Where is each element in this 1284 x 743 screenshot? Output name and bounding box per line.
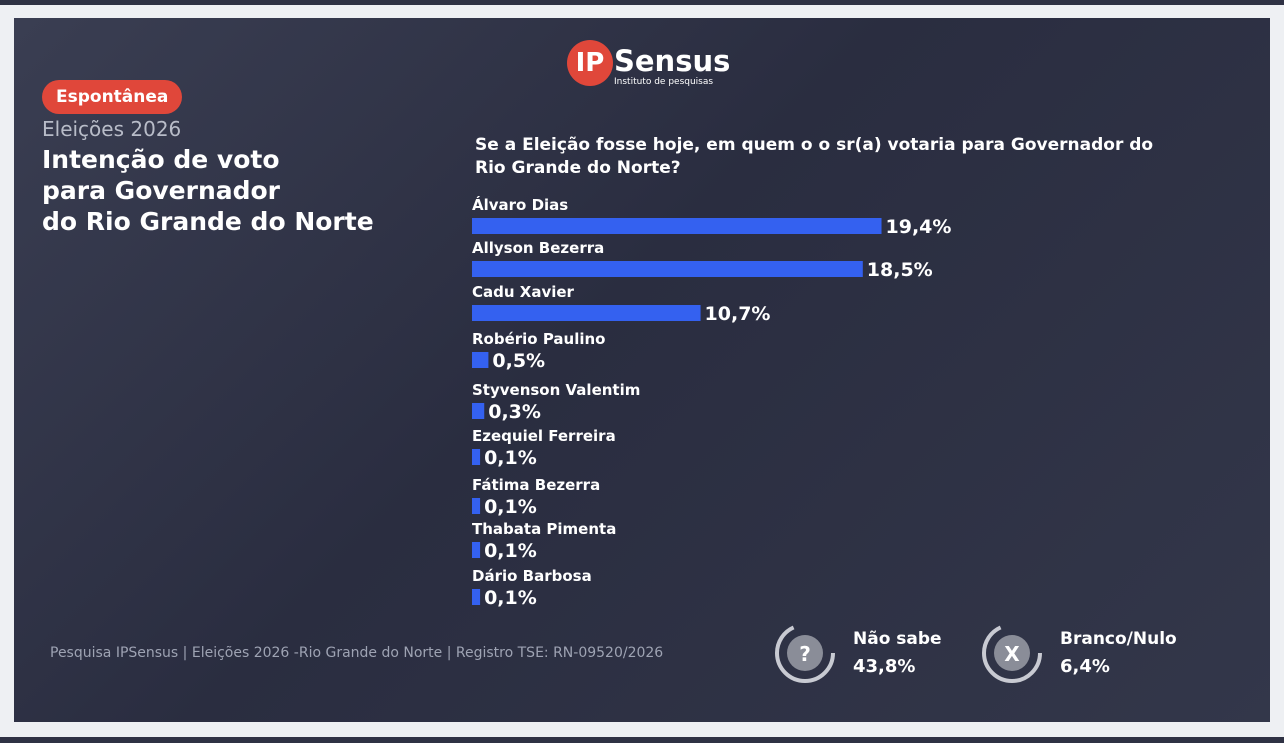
summary-icon: ? xyxy=(799,642,811,666)
category-label: Fátima Bezerra xyxy=(472,476,600,494)
value-label: 0,1% xyxy=(484,496,537,518)
question: Se a Eleição fosse hoje, em quem o o sr(… xyxy=(475,135,1154,178)
value-label: 0,1% xyxy=(484,447,537,469)
bar xyxy=(472,589,481,605)
category-label: Styvenson Valentim xyxy=(472,381,640,399)
value-label: 19,4% xyxy=(886,216,952,238)
logo-mark: IP xyxy=(567,40,613,86)
value-label: 0,1% xyxy=(484,540,537,562)
logo-tagline: Instituto de pesquisas xyxy=(614,77,714,87)
category-label: Allyson Bezerra xyxy=(472,239,604,257)
badge: Espontânea xyxy=(42,80,183,114)
summary-icon: X xyxy=(1004,642,1020,666)
bar xyxy=(472,305,701,321)
bar xyxy=(472,498,481,514)
category-label: Thabata Pimenta xyxy=(472,520,616,538)
summary-value: 43,8% xyxy=(853,656,915,677)
value-label: 0,1% xyxy=(484,587,537,609)
summary-value: 6,4% xyxy=(1060,656,1110,677)
card xyxy=(14,18,1270,722)
subtitle: Eleições 2026 xyxy=(42,117,182,141)
category-label: Cadu Xavier xyxy=(472,283,575,301)
category-label: Álvaro Dias xyxy=(472,195,568,214)
summary-ring xyxy=(982,623,1042,683)
category-label: Robério Paulino xyxy=(472,330,606,348)
bar xyxy=(472,352,489,368)
title: Intenção de voto para Governador do Rio … xyxy=(42,145,374,236)
bar xyxy=(472,218,882,234)
logo-name: Sensus xyxy=(614,44,731,78)
bar xyxy=(472,542,481,558)
value-label: 0,5% xyxy=(492,350,545,372)
previous-card-edge xyxy=(0,0,1284,5)
value-label: 18,5% xyxy=(867,259,933,281)
summary-icon-bg xyxy=(994,635,1030,671)
next-card-edge xyxy=(0,737,1284,743)
bar xyxy=(472,449,481,465)
value-label: 0,3% xyxy=(488,401,541,423)
value-label: 10,7% xyxy=(705,303,771,325)
category-label: Ezequiel Ferreira xyxy=(472,427,616,445)
bar xyxy=(472,403,485,419)
summary-ring xyxy=(775,623,835,683)
category-label: Dário Barbosa xyxy=(472,567,592,585)
footer: Pesquisa IPSensus | Eleições 2026 -Rio G… xyxy=(50,645,664,661)
summary-name: Branco/Nulo xyxy=(1060,629,1177,649)
bar xyxy=(472,261,863,277)
summary-name: Não sabe xyxy=(853,629,942,649)
summary-icon-bg xyxy=(787,635,823,671)
